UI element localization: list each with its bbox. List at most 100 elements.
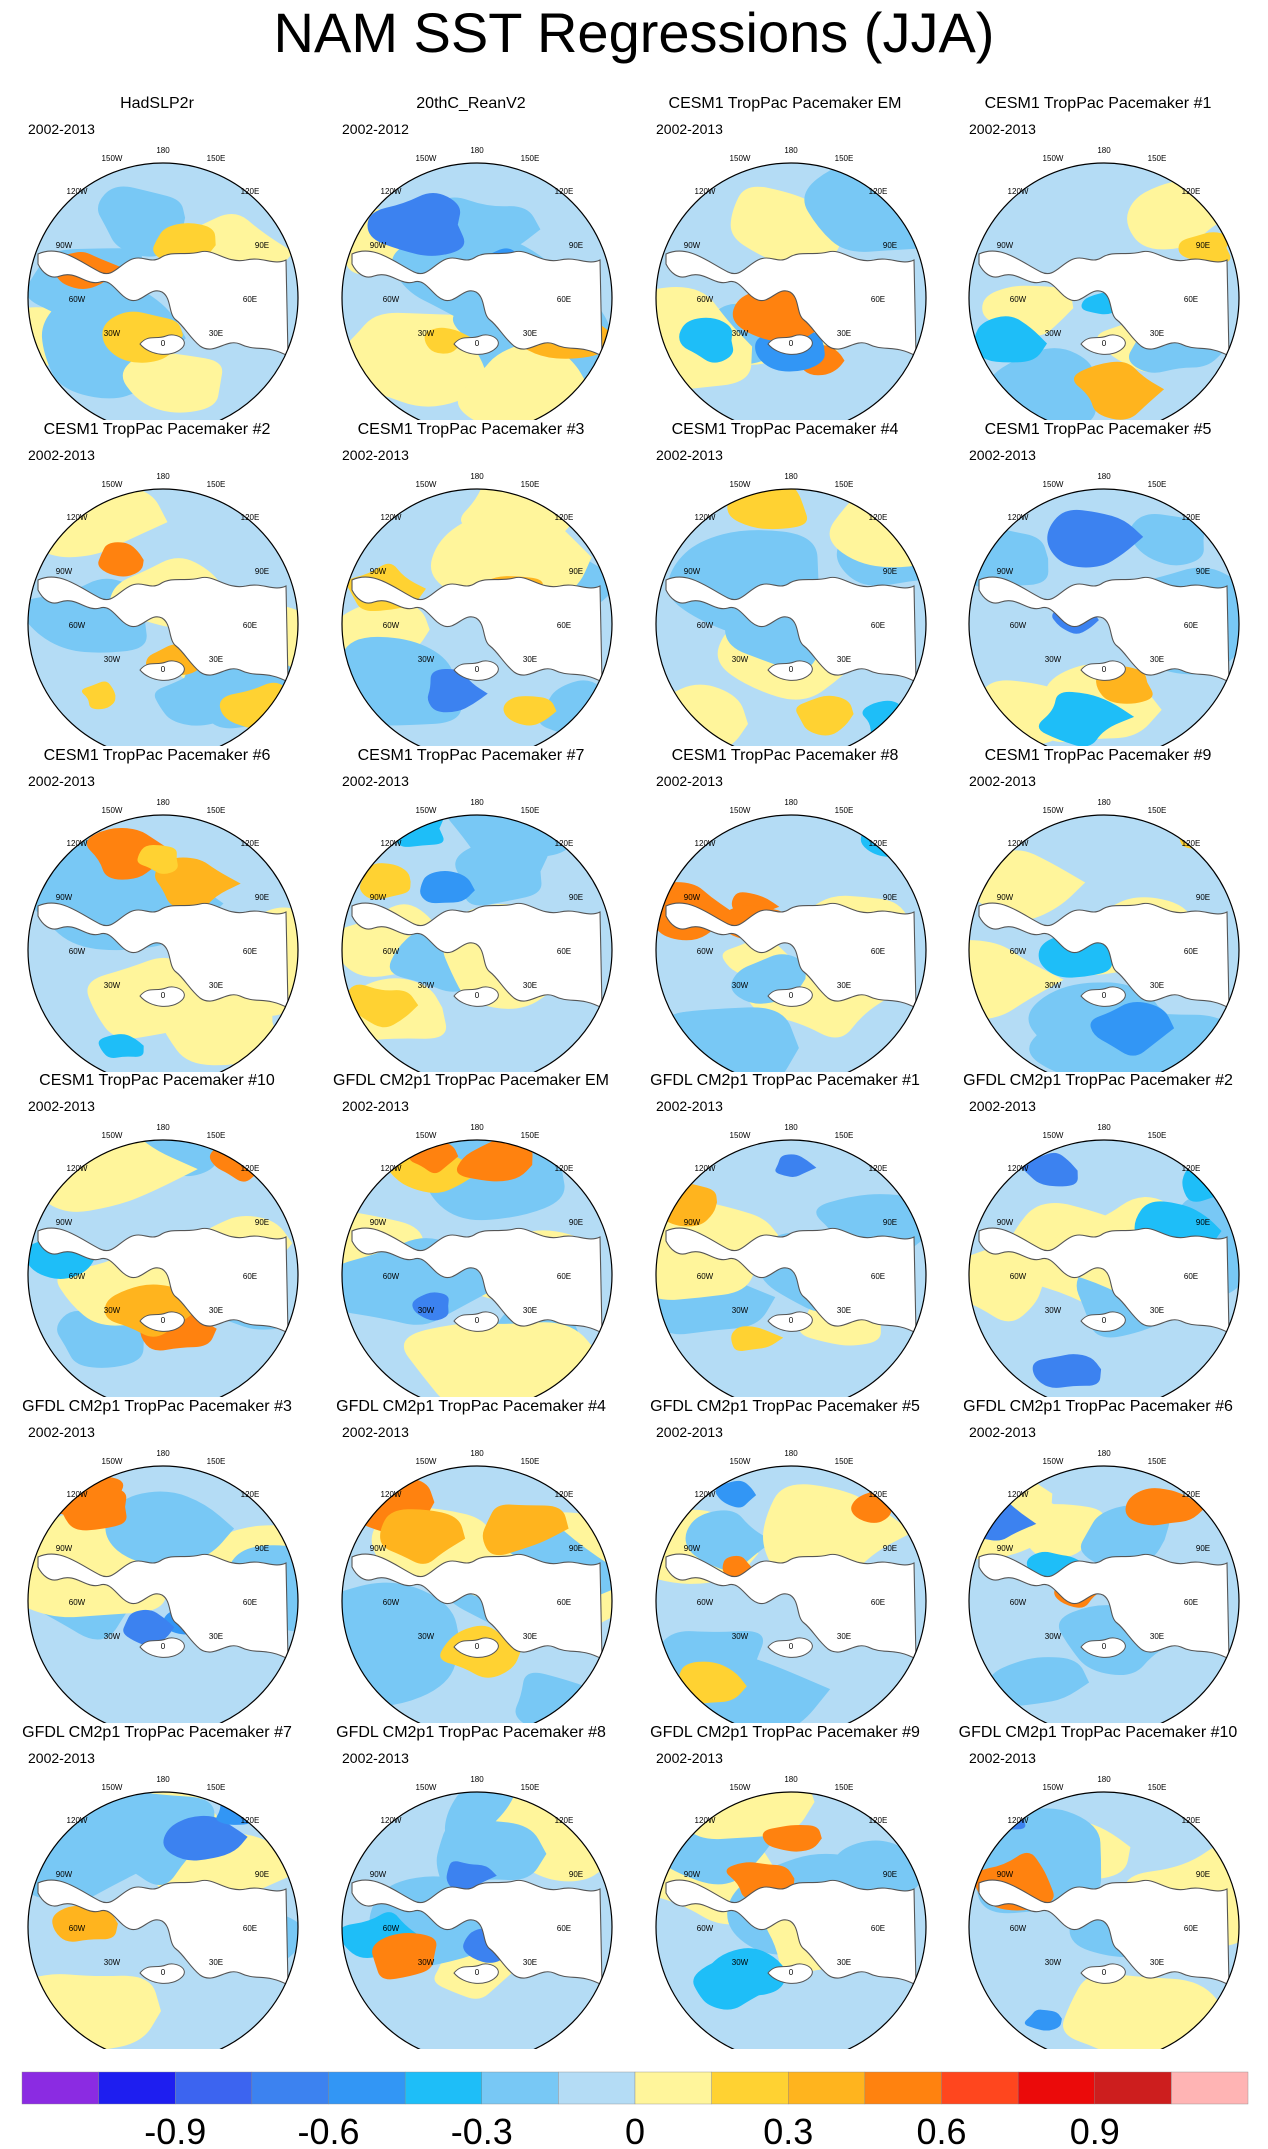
polar-map: 180 150W 150E 120W 120E 90W 90E 60W 60E 30W 30E 0	[341, 472, 613, 746]
longitude-label: 90E	[883, 241, 897, 250]
panel-period: 2002-2013	[656, 1098, 723, 1114]
longitude-label: 120W	[1008, 513, 1029, 522]
longitude-label: 0	[161, 1968, 166, 1977]
longitude-label: 120E	[241, 513, 260, 522]
polar-map: 180 150W 150E 120W 120E 90W 90E 60W 60E 30W 30E 0	[655, 146, 927, 420]
longitude-label: 30E	[523, 1958, 537, 1967]
land-mask	[139, 1311, 185, 1332]
land-mask	[1080, 660, 1126, 681]
sst-anomaly-patch	[404, 1322, 604, 1397]
colorbar-tick-label: -0.6	[297, 2111, 359, 2149]
colorbar-swatch	[1017, 2071, 1095, 2105]
map-boundary	[968, 488, 1240, 746]
longitude-label: 150W	[416, 806, 437, 815]
panel-period: 2002-2013	[656, 1424, 723, 1440]
sst-anomaly-patch	[656, 1215, 759, 1300]
longitude-label: 90W	[997, 1870, 1014, 1879]
longitude-label: 120E	[869, 513, 888, 522]
longitude-label: 90W	[684, 1544, 701, 1553]
map-panel: 180 150W 150E 120W 120E 90W 90E 60W 60E 30W 30E 0 CE…	[314, 420, 628, 746]
longitude-label: 180	[470, 798, 484, 807]
sst-anomaly-core	[52, 1905, 118, 1942]
longitude-label: 60W	[1010, 295, 1027, 304]
longitude-label: 120W	[381, 1490, 402, 1499]
longitude-label: 0	[161, 1642, 166, 1651]
longitude-label: 150W	[1043, 154, 1064, 163]
colorbar-tick-label: 0.3	[763, 2111, 813, 2149]
map-boundary	[341, 1139, 613, 1397]
longitude-label: 90E	[255, 1218, 269, 1227]
longitude-label: 60E	[1184, 295, 1198, 304]
longitude-label: 150W	[730, 806, 751, 815]
panel-title: CESM1 TropPac Pacemaker #3	[357, 421, 585, 438]
longitude-label: 60E	[243, 621, 257, 630]
sst-anomaly-core	[372, 1933, 437, 1980]
longitude-label: 30W	[104, 1306, 121, 1315]
land-mask	[37, 1227, 289, 1334]
longitude-label: 0	[475, 339, 480, 348]
colorbar-swatch	[21, 2071, 99, 2105]
longitude-label: 120W	[67, 1816, 88, 1825]
land-mask	[978, 1553, 1230, 1660]
land-mask	[139, 1637, 185, 1658]
longitude-label: 60E	[871, 621, 885, 630]
map-boundary	[655, 488, 927, 746]
map-panel: 180 150W 150E 120W 120E 90W 90E 60W 60E 30W 30E 0 GF…	[314, 1723, 628, 2049]
polar-map: 180 150W 150E 120W 120E 90W 90E 60W 60E 30W 30E 0	[341, 798, 613, 1072]
longitude-label: 120W	[381, 839, 402, 848]
sst-anomaly-core	[796, 695, 854, 736]
map-panel: 180 150W 150E 120W 120E 90W 90E 60W 60E 30W 30E 0 CE…	[0, 1071, 314, 1397]
sst-anomaly-core	[973, 316, 1047, 363]
land-mask	[453, 660, 499, 681]
map-panel: 180 150W 150E 120W 120E 90W 90E 60W 60E 30W 30E 0 CE…	[628, 420, 942, 746]
map-boundary	[341, 1791, 613, 2049]
colorbar-swatch	[481, 2071, 559, 2105]
longitude-label: 120W	[381, 187, 402, 196]
longitude-label: 90E	[255, 567, 269, 576]
colorbar-swatch	[175, 2071, 253, 2105]
longitude-label: 150W	[102, 1457, 123, 1466]
panel-period: 2002-2013	[342, 773, 409, 789]
longitude-label: 30E	[837, 1632, 851, 1641]
panel-title: CESM1 TropPac Pacemaker #8	[671, 747, 899, 764]
land-mask	[978, 1227, 1230, 1334]
sst-anomaly-core	[693, 1958, 775, 2010]
longitude-label: 60E	[1184, 1924, 1198, 1933]
map-panel: 180 150W 150E 120W 120E 90W 90E 60W 60E 30W 30E 0 CE…	[941, 420, 1255, 746]
longitude-label: 120E	[869, 839, 888, 848]
map-panel: 180 150W 150E 120W 120E 90W 90E 60W 60E 30W 30E 0 GF…	[941, 1071, 1255, 1397]
longitude-label: 150W	[1043, 480, 1064, 489]
longitude-label: 120W	[381, 1816, 402, 1825]
sst-anomaly-core	[1038, 691, 1135, 746]
colorbar-swatch	[788, 2071, 866, 2105]
colorbar-tick-label: -0.3	[451, 2111, 513, 2149]
longitude-label: 30W	[104, 329, 121, 338]
longitude-label: 150W	[102, 1131, 123, 1140]
panel-title: CESM1 TropPac Pacemaker #7	[357, 747, 585, 764]
longitude-label: 60W	[69, 947, 86, 956]
longitude-label: 0	[1102, 1968, 1107, 1977]
longitude-label: 30E	[523, 329, 537, 338]
longitude-label: 30E	[1150, 1306, 1164, 1315]
longitude-label: 30W	[104, 1632, 121, 1641]
land-mask	[767, 1637, 813, 1658]
longitude-label: 180	[784, 1123, 798, 1132]
longitude-label: 90W	[56, 1870, 73, 1879]
longitude-label: 150W	[730, 480, 751, 489]
longitude-label: 120E	[241, 1490, 260, 1499]
longitude-label: 30W	[104, 655, 121, 664]
map-boundary	[27, 1791, 299, 2049]
polar-map: 180 150W 150E 120W 120E 90W 90E 60W 60E 30W 30E 0	[655, 798, 927, 1072]
sst-anomaly-patch	[769, 1502, 882, 1560]
land-mask	[767, 660, 813, 681]
longitude-label: 60E	[871, 1598, 885, 1607]
longitude-label: 60E	[557, 621, 571, 630]
longitude-label: 90W	[684, 567, 701, 576]
map-panel: 180 150W 150E 120W 120E 90W 90E 60W 60E 30W 30E 0 GF…	[628, 1071, 942, 1397]
longitude-label: 180	[156, 146, 170, 155]
panel-title: GFDL CM2p1 TropPac Pacemaker #2	[963, 1072, 1233, 1089]
sst-anomaly-patch	[430, 505, 592, 610]
longitude-label: 30E	[837, 981, 851, 990]
polar-map: 180 150W 150E 120W 120E 90W 90E 60W 60E 30W 30E 0	[968, 1775, 1240, 2049]
longitude-label: 120E	[555, 1490, 574, 1499]
